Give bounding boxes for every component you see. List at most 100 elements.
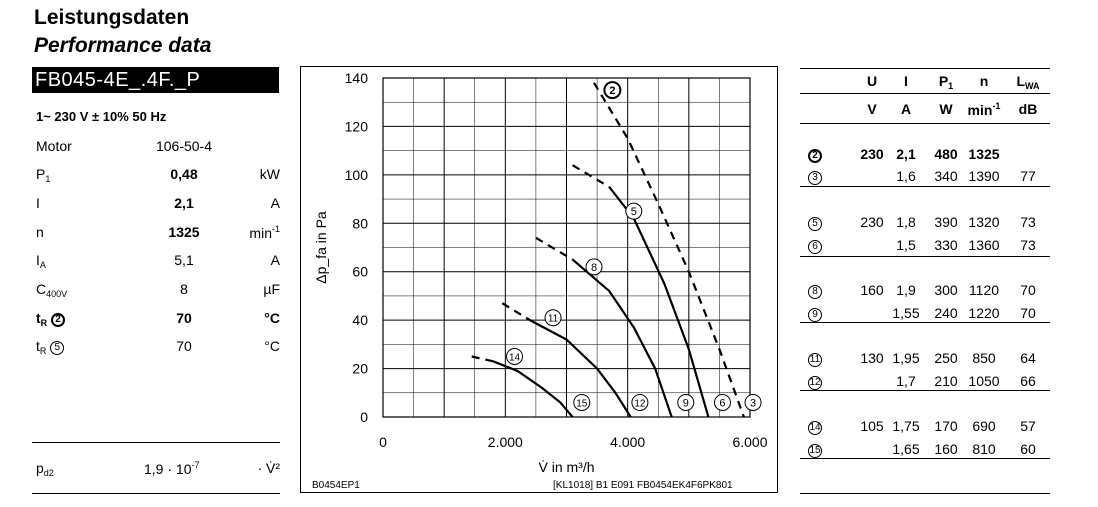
curve-5-dashed bbox=[572, 164, 610, 188]
curve-marker-label: 5 bbox=[631, 206, 637, 218]
page-title: Leistungsdaten bbox=[34, 6, 190, 29]
curve-11-dashed bbox=[501, 302, 531, 322]
table-cell: 810 bbox=[972, 441, 996, 457]
curve-marker bbox=[677, 393, 695, 411]
table-cell: 850 bbox=[972, 350, 996, 366]
y-tick-label: 40 bbox=[352, 312, 368, 328]
spec-row: I 2,1 A bbox=[36, 195, 280, 215]
curve-marker-label: 12 bbox=[634, 398, 646, 409]
curve-marker-label: 11 bbox=[548, 314, 559, 325]
table-cell: 70 bbox=[1020, 282, 1036, 298]
model-label: FB045-4E_.4F._P bbox=[32, 67, 279, 93]
spec-unit: °C bbox=[264, 338, 280, 354]
table-unit: min-1 bbox=[967, 101, 1001, 118]
y-tick-label: 140 bbox=[345, 70, 369, 86]
table-cell: 340 bbox=[934, 168, 958, 184]
circled-number: 2 bbox=[808, 149, 822, 163]
y-tick-label: 0 bbox=[360, 409, 368, 425]
table-header: I bbox=[904, 73, 908, 89]
x-tick-label: 4.000 bbox=[610, 434, 645, 450]
pd2-unit: · V̇² bbox=[257, 460, 280, 476]
spec-label: P1 bbox=[36, 166, 51, 184]
table-cell: 1,6 bbox=[896, 168, 916, 184]
table-cell: 130 bbox=[860, 350, 884, 366]
table-cell: 240 bbox=[934, 305, 958, 321]
y-tick-label: 80 bbox=[352, 215, 368, 231]
table-cell: 73 bbox=[1020, 214, 1036, 230]
table-cell: 1,55 bbox=[892, 305, 920, 321]
curve-14-dashed bbox=[471, 355, 494, 363]
supply-spec: 1~ 230 V ± 10% 50 Hz bbox=[36, 109, 167, 124]
table-cell: 77 bbox=[1020, 168, 1036, 184]
table-unit: A bbox=[900, 101, 912, 117]
y-tick-label: 60 bbox=[352, 264, 368, 280]
table-cell: 66 bbox=[1020, 373, 1036, 389]
divider bbox=[32, 493, 280, 494]
curve-marker bbox=[713, 393, 731, 411]
pd2-label: pd2 bbox=[36, 460, 54, 478]
spec-row: C400V 8 µF bbox=[36, 281, 280, 301]
table-rule bbox=[800, 186, 1050, 187]
performance-chart: 0 20 40 60 80 100 120 140 0 2.000 4.000 6.000 V̇ in … bbox=[313, 70, 768, 475]
table-cell: 1,8 bbox=[896, 214, 916, 230]
curve-marker-label: 6 bbox=[719, 397, 725, 409]
spec-value: 5,1 bbox=[174, 252, 194, 268]
table-cell: 160 bbox=[934, 441, 958, 457]
y-tick-label: 20 bbox=[352, 361, 368, 377]
spec-value: 70 bbox=[176, 310, 192, 326]
table-cell: 330 bbox=[934, 237, 958, 253]
circled-number: 11 bbox=[808, 353, 822, 367]
table-cell: 1360 bbox=[968, 237, 1000, 253]
table-cell: 70 bbox=[1020, 305, 1036, 321]
circled-number: 9 bbox=[808, 308, 822, 322]
chart-frame bbox=[300, 66, 778, 493]
curve-marker-label: 8 bbox=[591, 262, 597, 274]
curve-marker bbox=[544, 309, 562, 327]
table-cell: 170 bbox=[934, 418, 958, 434]
table-cell: 300 bbox=[934, 282, 958, 298]
curve-5-solid bbox=[608, 186, 710, 418]
table-cell: 390 bbox=[934, 214, 958, 230]
circled-number: 5 bbox=[50, 341, 65, 355]
x-axis-label: V̇ in m³/h bbox=[538, 459, 594, 475]
table-cell: 250 bbox=[934, 350, 958, 366]
spec-label: Motor bbox=[36, 138, 72, 154]
pd2-value: 1,9 · 10-7 bbox=[144, 460, 200, 477]
table-row-id: 12 bbox=[808, 373, 822, 391]
curve-marker bbox=[585, 258, 603, 276]
spec-label: tR 2 bbox=[36, 310, 66, 328]
table-cell: 1,9 bbox=[896, 282, 916, 298]
table-rule bbox=[800, 123, 1050, 124]
spec-row: Motor 106-50-4 bbox=[36, 138, 280, 158]
spec-row: n 1325 min-1 bbox=[36, 224, 280, 244]
plot-area bbox=[382, 77, 751, 418]
table-cell: 1,95 bbox=[892, 350, 920, 366]
table-cell: 64 bbox=[1020, 350, 1036, 366]
table-cell: 1325 bbox=[968, 146, 1000, 162]
table-header: LWA bbox=[1016, 73, 1040, 91]
table-cell: 1050 bbox=[968, 373, 1000, 389]
table-row-id: 5 bbox=[808, 214, 822, 232]
spec-row: IA 5,1 A bbox=[36, 252, 280, 272]
table-header: P1 bbox=[938, 73, 954, 91]
x-tick-label: 6.000 bbox=[732, 434, 767, 450]
spec-label: C400V bbox=[36, 281, 68, 299]
table-header: n bbox=[979, 73, 989, 89]
table-cell: 1390 bbox=[968, 168, 1000, 184]
table-cell: 73 bbox=[1020, 237, 1036, 253]
table-cell: 1120 bbox=[968, 282, 1000, 298]
spec-value: 106-50-4 bbox=[155, 138, 213, 154]
table-cell: 230 bbox=[860, 214, 884, 230]
table-rule bbox=[800, 256, 1050, 257]
circled-number: 12 bbox=[808, 376, 822, 390]
curve-marker bbox=[506, 347, 524, 365]
x-tick-label: 0 bbox=[379, 434, 387, 450]
curve-marker-label: 3 bbox=[750, 397, 756, 409]
y-axis-label: Δp_fa in Pa bbox=[313, 211, 329, 284]
table-header: U bbox=[866, 73, 878, 89]
curve-marker bbox=[744, 393, 762, 411]
spec-value: 1325 bbox=[168, 224, 200, 240]
chart-footer-right: [KL1018] B1 E091 FB0454EK4F6PK801 bbox=[553, 480, 733, 491]
table-unit: W bbox=[939, 101, 953, 117]
y-tick-label: 100 bbox=[345, 167, 369, 183]
